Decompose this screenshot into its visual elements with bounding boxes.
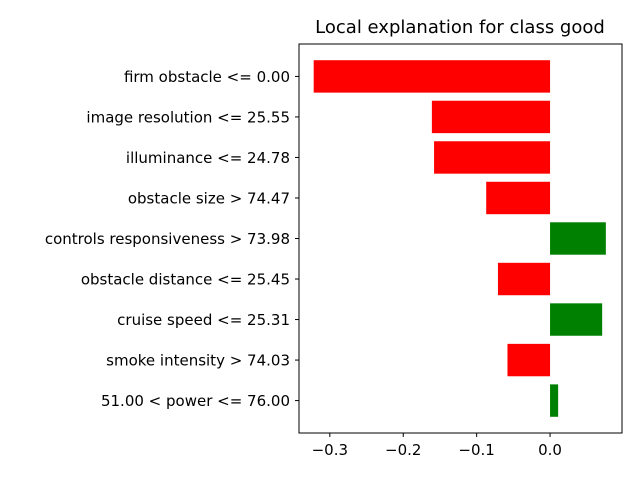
- x-tick-label: −0.2: [385, 441, 421, 459]
- bars-group: [313, 60, 606, 417]
- chart-title: Local explanation for class good: [315, 17, 605, 38]
- y-tick-label: smoke intensity > 74.03: [106, 352, 290, 370]
- bar-0: [313, 60, 551, 93]
- bar-8: [550, 384, 559, 417]
- x-tick-label: −0.3: [312, 441, 348, 459]
- bar-6: [550, 303, 603, 336]
- y-tick-label: firm obstacle <= 0.00: [124, 68, 290, 86]
- y-tick-label: obstacle size > 74.47: [128, 189, 290, 207]
- x-axis-ticks: −0.3 −0.2 −0.1 0.0: [312, 433, 562, 459]
- bar-5: [497, 262, 551, 296]
- bar-4: [550, 222, 606, 255]
- y-tick-labels: firm obstacle <= 0.00 image resolution <=…: [45, 68, 299, 410]
- y-tick-label: 51.00 < power <= 76.00: [101, 392, 290, 410]
- y-tick-label: image resolution <= 25.55: [86, 108, 290, 126]
- plot-frame: [298, 43, 623, 434]
- x-tick-label: 0.0: [538, 441, 562, 459]
- y-tick-label: cruise speed <= 25.31: [117, 311, 290, 329]
- bar-2: [434, 141, 551, 174]
- y-tick-label: obstacle distance <= 25.45: [81, 271, 290, 289]
- bar-3: [486, 181, 551, 215]
- bar-7: [507, 343, 551, 377]
- y-tick-label: controls responsiveness > 73.98: [45, 230, 290, 248]
- y-tick-label: illuminance <= 24.78: [126, 149, 290, 167]
- x-tick-label: −0.1: [458, 441, 494, 459]
- bar-1: [431, 100, 551, 134]
